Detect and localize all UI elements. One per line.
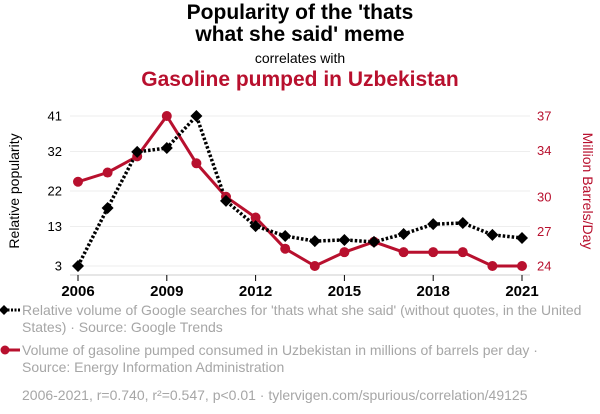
data-point-searches: [279, 230, 292, 242]
y-tick-label-left: 41: [48, 109, 62, 124]
legend: Relative volume of Google searches for '…: [0, 302, 600, 382]
legend-item-searches: Relative volume of Google searches for '…: [0, 302, 582, 336]
data-point-gasoline: [161, 111, 172, 121]
data-point-searches: [486, 228, 499, 241]
data-point-gasoline: [309, 261, 320, 271]
data-point-searches: [427, 218, 440, 231]
data-point-gasoline: [191, 158, 202, 169]
data-point-searches: [72, 260, 84, 272]
x-tick-label: 2009: [150, 283, 183, 300]
y-tick-label-right: 34: [537, 143, 551, 158]
data-point-gasoline: [398, 247, 409, 258]
data-point-searches: [368, 235, 380, 248]
chart-subtitle: correlates with: [254, 50, 346, 66]
legend-item-gasoline: Volume of gasoline pumped consumed in Uz…: [0, 342, 582, 376]
footer-stats: 2006-2021, r=0.740, r²=0.547, p<0.01 · t…: [22, 387, 528, 403]
y-tick-label-left: 32: [48, 144, 62, 159]
series-points: [72, 110, 528, 272]
data-point-gasoline: [102, 167, 113, 178]
y-axis-title-right: Million Barrels/Day: [580, 133, 596, 250]
y-tick-label-right: 24: [537, 259, 551, 274]
data-point-gasoline: [428, 247, 439, 258]
series-lines: [76, 112, 523, 268]
data-point-gasoline: [457, 247, 468, 258]
chart: 3 13 22 32 41 24 27 30 34 37 2006 2009 2012 2015 2018 2…: [6, 109, 596, 301]
y-tick-label-left: 3: [55, 259, 62, 274]
x-tick-label: 2012: [239, 283, 272, 300]
data-point-searches: [516, 231, 528, 244]
data-point-searches: [249, 220, 262, 233]
y-axis-title-left: Relative popularity: [6, 133, 22, 248]
y-tick-label-right: 37: [537, 109, 551, 124]
legend-label-gasoline: Volume of gasoline pumped consumed in Uz…: [22, 342, 538, 375]
data-point-searches: [131, 145, 144, 158]
y-tick-label-left: 22: [48, 184, 62, 199]
data-point-searches: [308, 235, 321, 248]
legend-swatch-diamond-icon: [0, 305, 20, 315]
chart-title-line1: Popularity of the 'thats: [186, 1, 414, 24]
data-point-searches: [101, 201, 114, 214]
data-point-searches: [338, 233, 351, 246]
data-point-gasoline: [280, 243, 291, 254]
y-tick-label-right: 27: [537, 224, 551, 239]
gridlines: [70, 115, 530, 267]
axes: [70, 274, 530, 281]
chart-title-line2: what she said' meme: [195, 23, 405, 46]
series-line-searches: [76, 112, 523, 267]
data-point-searches: [456, 216, 469, 229]
data-point-gasoline: [73, 176, 83, 187]
x-tick-label: 2018: [417, 283, 450, 300]
x-tick-label: 2015: [328, 283, 361, 300]
data-point-gasoline: [517, 261, 527, 271]
legend-swatch-circle-icon: [0, 345, 20, 355]
axis-labels: 3 13 22 32 41 24 27 30 34 37 2006 2009 2012 2015 2018 2…: [6, 109, 596, 301]
data-point-searches: [220, 194, 232, 207]
legend-label-searches: Relative volume of Google searches for '…: [22, 302, 582, 335]
data-point-gasoline: [250, 212, 261, 223]
series-line-gasoline: [77, 114, 522, 268]
chart-title: Popularity of the 'thats what she said' …: [0, 2, 600, 46]
data-point-gasoline: [487, 261, 498, 271]
x-tick-label: 2006: [61, 283, 94, 300]
data-point-searches: [190, 110, 203, 122]
chart-title-secondary: Gasoline pumped in Uzbekistan: [141, 68, 459, 91]
data-point-searches: [160, 141, 173, 154]
y-tick-label-left: 13: [48, 219, 62, 234]
data-point-gasoline: [339, 247, 350, 258]
y-tick-label-right: 30: [537, 189, 551, 204]
data-point-searches: [397, 228, 410, 241]
x-tick-label: 2021: [505, 283, 538, 300]
